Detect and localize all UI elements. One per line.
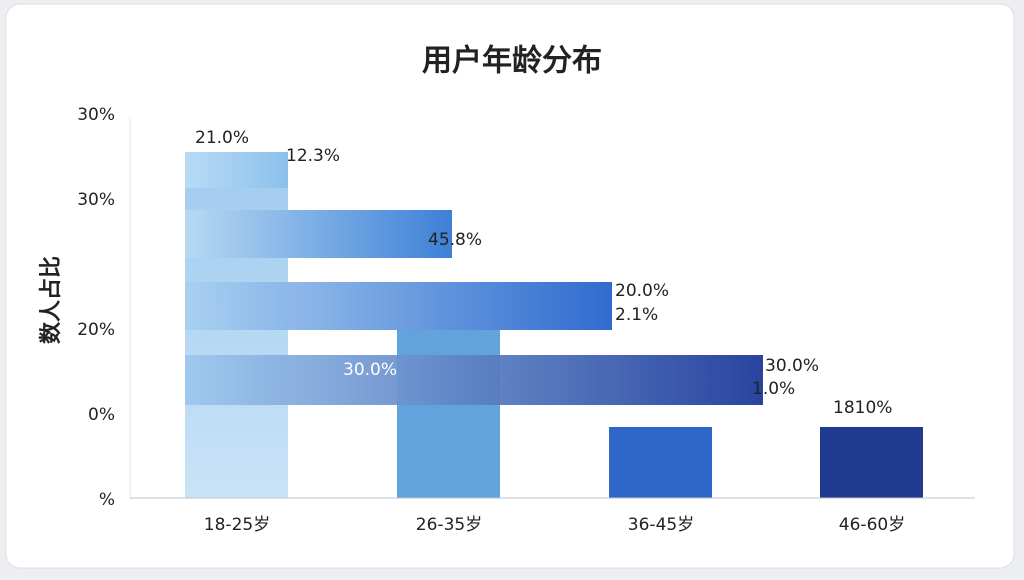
bar-label: 12.3%	[286, 146, 340, 166]
x-tick-label: 18-25岁	[204, 515, 270, 535]
bar-label: 1.0%	[752, 379, 795, 399]
band	[185, 210, 452, 258]
x-tick-label: 36-45岁	[628, 515, 694, 535]
bar	[185, 152, 288, 188]
y-tick-label: %	[99, 490, 115, 510]
bar-label: 2.1%	[615, 305, 658, 325]
chart-title: 用户年龄分布	[422, 44, 602, 79]
y-axis-title: 数人占比	[38, 256, 64, 344]
band	[185, 282, 612, 330]
bar-label: 30.0%	[343, 360, 397, 380]
bar-label: 45.8%	[428, 230, 482, 250]
y-tick-label: 20%	[77, 320, 115, 340]
y-tick-label: 30%	[77, 190, 115, 210]
y-tick-label: 0%	[88, 405, 115, 425]
bar	[820, 427, 923, 498]
x-tick-label: 26-35岁	[416, 515, 482, 535]
bar-label: 1810%	[833, 398, 892, 418]
y-tick-label: 30%	[77, 105, 115, 125]
band	[185, 355, 763, 405]
bar-label: 21.0%	[195, 128, 249, 148]
x-tick-label: 46-60岁	[839, 515, 905, 535]
bar-label: 30.0%	[765, 356, 819, 376]
bar	[609, 427, 712, 498]
bar-label: 20.0%	[615, 281, 669, 301]
